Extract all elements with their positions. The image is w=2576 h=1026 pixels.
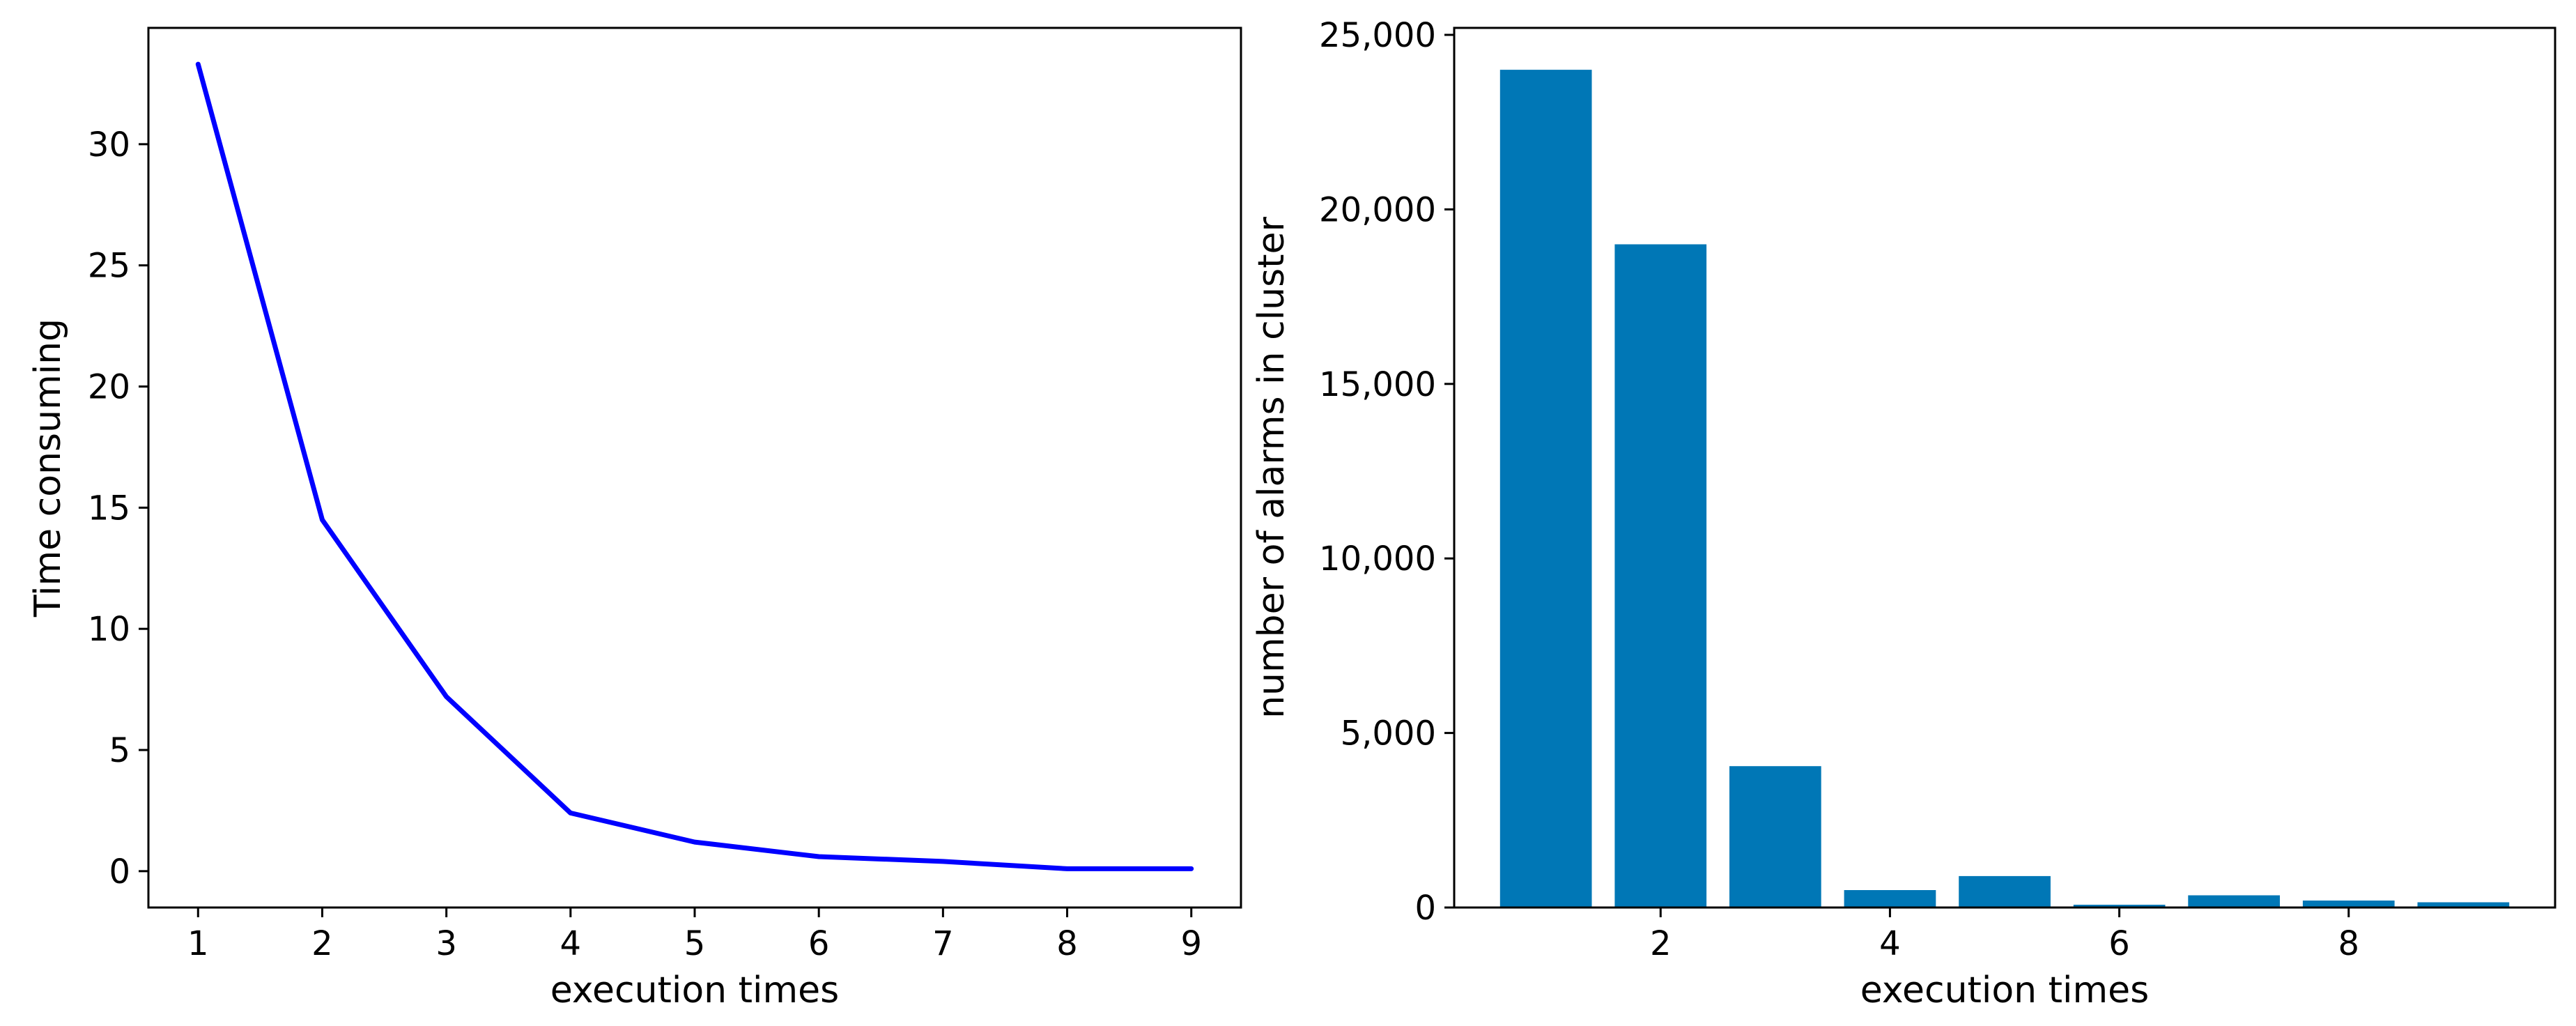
bar-chart-x-tick-label: 4 bbox=[1879, 924, 1901, 963]
bar-chart-y-tick-label: 10,000 bbox=[1319, 539, 1436, 579]
line-chart-y-tick-label: 20 bbox=[88, 368, 130, 407]
bar-chart-x-tick-label: 8 bbox=[2338, 924, 2359, 963]
series-line bbox=[195, 61, 1194, 871]
line-chart: 1 2 3 4 5 6 7 8 9 0 5 10 15 20 25 30 execution times T… bbox=[27, 26, 1242, 1011]
line-chart-y-ticks: 0 5 10 15 20 25 30 bbox=[88, 125, 148, 891]
line-chart-x-tick-label: 6 bbox=[808, 924, 830, 963]
bar-chart-y-ticks: 0 5,000 10,000 15,000 20,000 25,000 bbox=[1319, 16, 1454, 928]
bar-chart-marks bbox=[1499, 70, 2510, 908]
line-chart-x-tick-label: 5 bbox=[684, 924, 706, 963]
line-chart-x-tick-label: 3 bbox=[435, 924, 457, 963]
line-chart-frame bbox=[147, 26, 1242, 909]
bar-chart-y-tick-label: 15,000 bbox=[1319, 365, 1436, 404]
line-chart-x-tick-label: 1 bbox=[187, 924, 209, 963]
line-chart-y-axis-label: Time consuming bbox=[27, 319, 69, 618]
line-chart-y-tick-label: 10 bbox=[88, 610, 130, 649]
bar bbox=[2073, 905, 2166, 908]
bar bbox=[1614, 244, 1707, 908]
line-chart-y-tick-label: 5 bbox=[109, 731, 130, 770]
bar-chart-y-tick-label: 25,000 bbox=[1319, 16, 1436, 55]
line-chart-y-tick-label: 0 bbox=[109, 852, 130, 891]
bar-chart-y-axis-label: number of alarms in cluster bbox=[1251, 216, 1293, 718]
line-chart-x-tick-label: 4 bbox=[560, 924, 582, 963]
bar bbox=[2188, 895, 2280, 908]
bar-chart: 2 4 6 8 0 5,000 10,000 15,000 20,000 25,000 exec… bbox=[1251, 16, 2556, 1011]
bar-chart-x-tick-label: 6 bbox=[2108, 924, 2130, 963]
line-chart-marks bbox=[195, 61, 1194, 871]
line-chart-y-tick-label: 15 bbox=[88, 489, 130, 528]
line-chart-x-tick-label: 8 bbox=[1056, 924, 1078, 963]
bar bbox=[1959, 875, 2051, 908]
bar bbox=[2417, 902, 2510, 908]
bar bbox=[2302, 901, 2395, 908]
bar bbox=[1499, 70, 1592, 908]
line-chart-x-tick-label: 7 bbox=[932, 924, 954, 963]
line-chart-x-tick-label: 2 bbox=[311, 924, 333, 963]
line-chart-y-tick-label: 30 bbox=[88, 125, 130, 164]
bar-chart-y-tick-label: 5,000 bbox=[1341, 714, 1436, 753]
line-chart-x-tick-label: 9 bbox=[1180, 924, 1202, 963]
bar-chart-x-ticks: 2 4 6 8 bbox=[1650, 908, 2359, 963]
bar-chart-y-tick-label: 0 bbox=[1414, 889, 1436, 928]
bar-chart-x-tick-label: 2 bbox=[1650, 924, 1672, 963]
bar-chart-frame bbox=[1453, 26, 2556, 909]
bar-chart-y-tick-label: 20,000 bbox=[1319, 190, 1436, 229]
line-chart-y-tick-label: 25 bbox=[88, 247, 130, 286]
line-chart-x-axis-label: execution times bbox=[550, 970, 840, 1011]
bar bbox=[1729, 766, 1821, 908]
bar-chart-x-axis-label: execution times bbox=[1860, 970, 2150, 1011]
line-chart-x-ticks: 1 2 3 4 5 6 7 8 9 bbox=[187, 908, 1202, 963]
bar bbox=[1844, 890, 1936, 908]
